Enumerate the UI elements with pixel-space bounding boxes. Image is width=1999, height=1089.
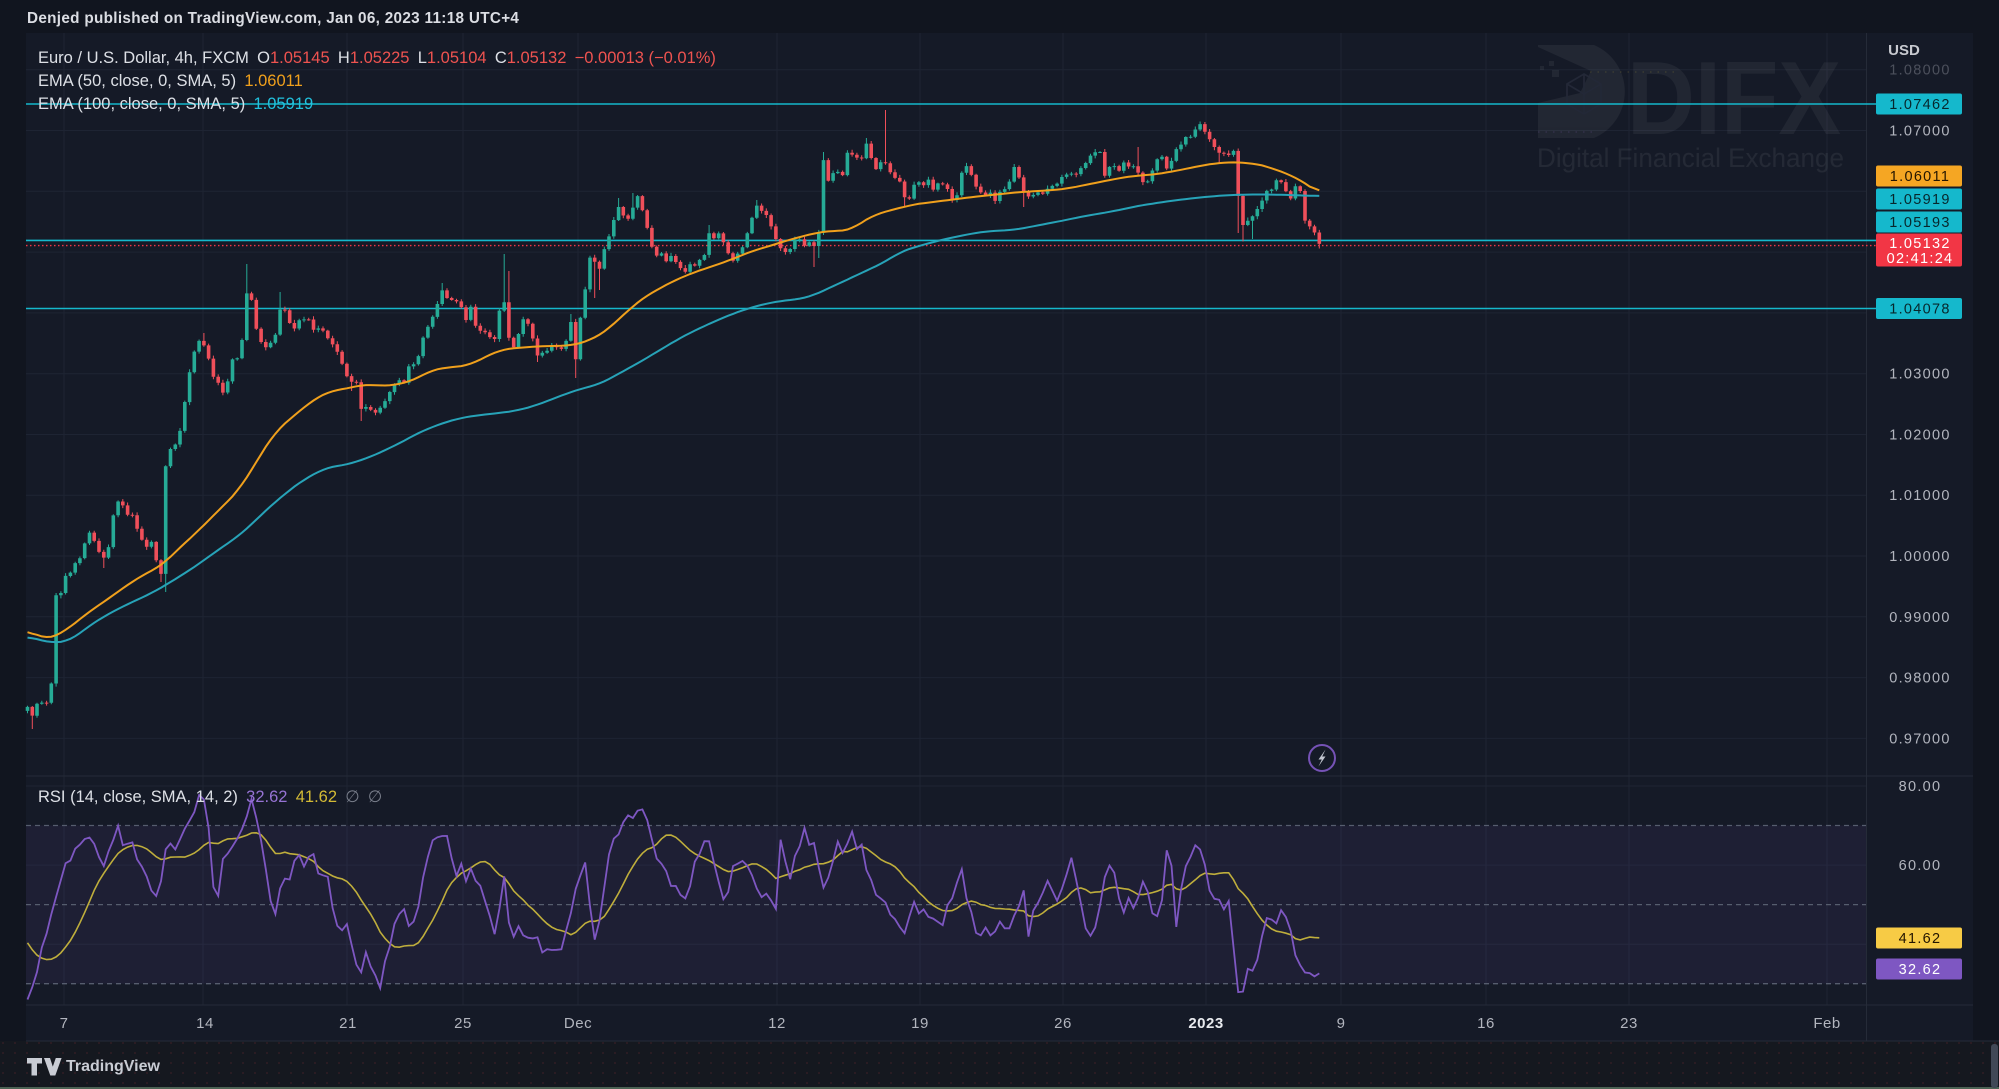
svg-text:1.07000: 1.07000 xyxy=(1889,124,1951,140)
svg-text:Euro / U.S. Dollar, 4h, FXCM O: Euro / U.S. Dollar, 4h, FXCM O1.05145 H1… xyxy=(38,49,716,67)
svg-text:1.05919: 1.05919 xyxy=(1889,192,1951,208)
svg-text:0.99000: 0.99000 xyxy=(1889,610,1951,626)
svg-text:Denjed published on TradingVie: Denjed published on TradingView.com, Jan… xyxy=(27,10,519,27)
svg-text:19: 19 xyxy=(911,1015,929,1032)
svg-text:02:41:24: 02:41:24 xyxy=(1887,251,1954,267)
svg-text:Dec: Dec xyxy=(564,1015,592,1032)
svg-text:1.04078: 1.04078 xyxy=(1889,302,1951,318)
svg-text:Feb: Feb xyxy=(1813,1015,1840,1032)
svg-text:32.62: 32.62 xyxy=(1899,962,1942,978)
svg-text:USD: USD xyxy=(1888,42,1920,59)
svg-text:0.97000: 0.97000 xyxy=(1889,731,1951,747)
svg-text:0.98000: 0.98000 xyxy=(1889,671,1951,687)
svg-text:1.05193: 1.05193 xyxy=(1889,215,1951,231)
svg-text:7: 7 xyxy=(60,1015,69,1032)
svg-text:DIFX: DIFX xyxy=(1627,41,1841,157)
svg-text:26: 26 xyxy=(1054,1015,1072,1032)
svg-text:Digital Financial Exchange: Digital Financial Exchange xyxy=(1537,143,1844,173)
svg-text:1.00000: 1.00000 xyxy=(1889,549,1951,565)
svg-text:25: 25 xyxy=(454,1015,472,1032)
svg-text:23: 23 xyxy=(1620,1015,1638,1032)
svg-text:TradingView: TradingView xyxy=(66,1058,161,1075)
svg-text:1.02000: 1.02000 xyxy=(1889,427,1951,443)
svg-text:14: 14 xyxy=(196,1015,214,1032)
svg-text:RSI (14, close, SMA, 14, 2) 32: RSI (14, close, SMA, 14, 2) 32.62 41.62 … xyxy=(38,788,382,806)
svg-text:1.06011: 1.06011 xyxy=(1890,169,1950,185)
svg-text:80.00: 80.00 xyxy=(1899,779,1942,795)
svg-text:60.00: 60.00 xyxy=(1899,858,1942,874)
svg-text:1.08000: 1.08000 xyxy=(1889,63,1951,79)
svg-text:41.62: 41.62 xyxy=(1899,931,1942,947)
svg-text:EMA (50, close, 0, SMA, 5) 1.0: EMA (50, close, 0, SMA, 5) 1.06011 xyxy=(38,72,303,90)
svg-text:2023: 2023 xyxy=(1188,1015,1223,1032)
svg-text:21: 21 xyxy=(339,1015,357,1032)
svg-text:1.07462: 1.07462 xyxy=(1889,97,1951,113)
svg-text:1.03000: 1.03000 xyxy=(1889,367,1951,383)
svg-text:1.01000: 1.01000 xyxy=(1889,488,1951,504)
svg-text:12: 12 xyxy=(768,1015,786,1032)
svg-text:9: 9 xyxy=(1337,1015,1346,1032)
svg-text:16: 16 xyxy=(1477,1015,1495,1032)
svg-text:1.05132: 1.05132 xyxy=(1889,236,1951,252)
svg-text:EMA (100, close, 0, SMA, 5) 1.: EMA (100, close, 0, SMA, 5) 1.05919 xyxy=(38,95,313,113)
